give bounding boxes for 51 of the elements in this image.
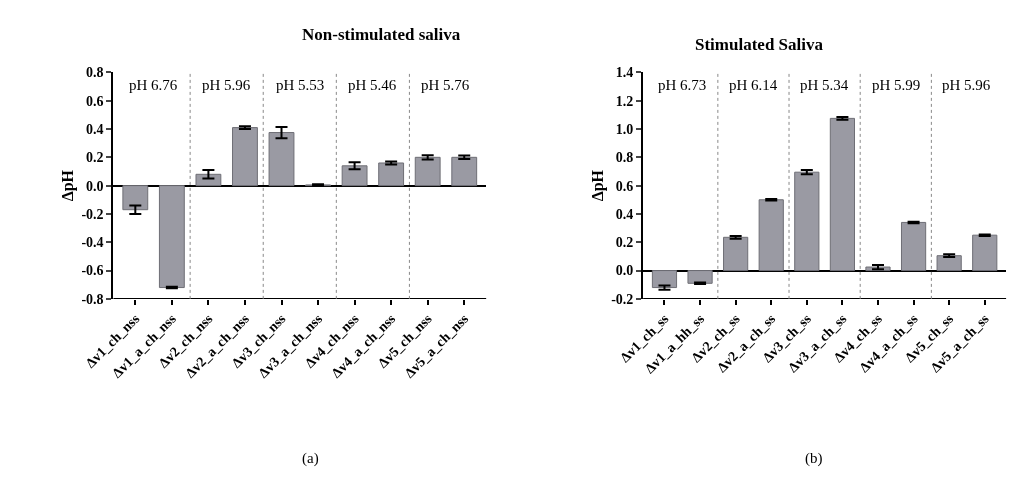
bar: [758, 199, 784, 272]
y-tick-label: -0.8: [81, 291, 104, 307]
chart-title: Stimulated Saliva: [695, 35, 824, 54]
y-tick-label: 1.4: [615, 65, 634, 81]
bar: [341, 165, 368, 187]
annotation: pH 6.73: [658, 77, 707, 93]
bar: [232, 127, 258, 187]
text: (a): [302, 450, 319, 467]
annotation: pH 5.99: [872, 77, 921, 93]
chart-title: Non-stimulated saliva: [302, 25, 461, 44]
bar: [829, 117, 856, 272]
bar: [414, 156, 441, 187]
bar: [723, 236, 749, 272]
y-tick-label: 0.8: [86, 65, 104, 81]
y-tick-label: 0.2: [615, 235, 634, 251]
y-tick-label: 0.6: [615, 178, 634, 194]
y-tick-label: -0.2: [81, 206, 104, 222]
y-axis-title: ΔpH: [588, 169, 607, 202]
y-tick-label: 0.6: [86, 93, 104, 109]
y-tick-label: 0.0: [615, 263, 634, 279]
y-tick-label: 1.0: [615, 121, 634, 137]
bar: [972, 234, 998, 272]
y-tick-label: 0.8: [615, 150, 634, 166]
bar: [268, 132, 295, 187]
y-tick-label: 0.2: [86, 150, 104, 166]
y-axis-title: ΔpH: [58, 169, 77, 202]
annotation: pH 5.34: [800, 77, 849, 93]
y-tick-label: -0.6: [81, 263, 104, 279]
annotation: pH 5.53: [276, 77, 325, 93]
text: (b): [805, 450, 823, 467]
annotation: pH 5.46: [348, 77, 397, 93]
y-tick-label: -0.4: [81, 235, 104, 251]
y-tick-label: 1.2: [615, 93, 634, 109]
bar: [158, 185, 185, 289]
bar: [900, 221, 927, 272]
annotation: pH 5.76: [421, 77, 470, 93]
annotation: pH 6.76: [129, 77, 178, 93]
bar: [687, 270, 713, 284]
y-tick-label: -0.2: [611, 291, 634, 307]
annotation: pH 5.96: [942, 77, 991, 93]
bar: [451, 156, 478, 187]
annotation: pH 6.14: [729, 77, 778, 93]
y-tick-label: 0.4: [615, 206, 634, 222]
bar: [794, 171, 820, 272]
bar: [936, 255, 962, 272]
bar: [651, 270, 678, 289]
annotation: pH 5.96: [202, 77, 251, 93]
y-tick-label: 0.0: [86, 178, 104, 194]
y-tick-label: 0.4: [86, 121, 104, 137]
bar: [378, 162, 405, 187]
bar: [122, 185, 149, 211]
